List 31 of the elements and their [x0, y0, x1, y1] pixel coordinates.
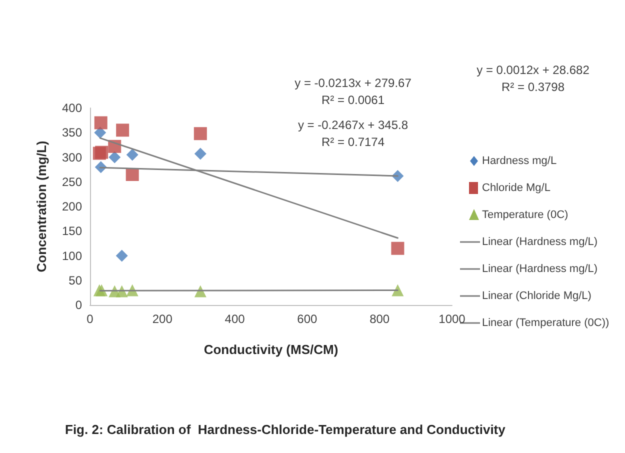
- y-tick-label: 400: [62, 101, 82, 115]
- x-tick-label: 800: [370, 312, 390, 326]
- y-tick-label: 200: [62, 200, 82, 214]
- x-axis-title: Conductivity (MS/CM): [204, 342, 338, 357]
- x-tick-label: 0: [86, 312, 94, 326]
- text: y = 0.0012x + 28.682: [476, 63, 590, 77]
- legend-label: Linear (Hardness mg/L): [482, 263, 598, 275]
- text: y = -0.0213x + 279.67: [294, 76, 412, 90]
- y-tick-label: 100: [62, 248, 82, 263]
- y-tick-label: 300: [62, 150, 82, 164]
- y-tick-label: 250: [62, 174, 82, 189]
- y-tick-label: 50: [68, 273, 82, 288]
- legend-label: Chloride Mg/L: [482, 182, 550, 194]
- text: Fig. 2: Calibration of Hardness-Chloride-Temperature and Conductivity: [65, 422, 506, 437]
- text: R² = 0.3798: [501, 80, 565, 94]
- legend-label: Linear (Temperature (0C)): [482, 317, 610, 329]
- y-tick-label: 150: [62, 224, 82, 238]
- x-tick-label: 1000: [438, 312, 466, 326]
- y-tick-label: 350: [62, 126, 82, 140]
- legend-label: Linear (Chloride Mg/L): [482, 290, 592, 302]
- y-tick-label: 0: [75, 298, 82, 312]
- y-axis-title: Concentration (mg/L): [34, 140, 49, 272]
- legend-label: Linear (Hardness mg/L): [482, 236, 598, 248]
- x-tick-label: 200: [152, 312, 173, 326]
- legend-label: Hardness mg/L: [482, 155, 557, 167]
- x-tick-label: 400: [224, 312, 246, 326]
- annotation: y = -0.2467x + 345.8: [298, 118, 408, 132]
- text: R² = 0.0061: [321, 93, 385, 107]
- legend-label: Temperature (0C): [482, 209, 568, 221]
- annotation: R² = 0.7174: [321, 135, 385, 149]
- x-tick-label: 600: [297, 312, 318, 326]
